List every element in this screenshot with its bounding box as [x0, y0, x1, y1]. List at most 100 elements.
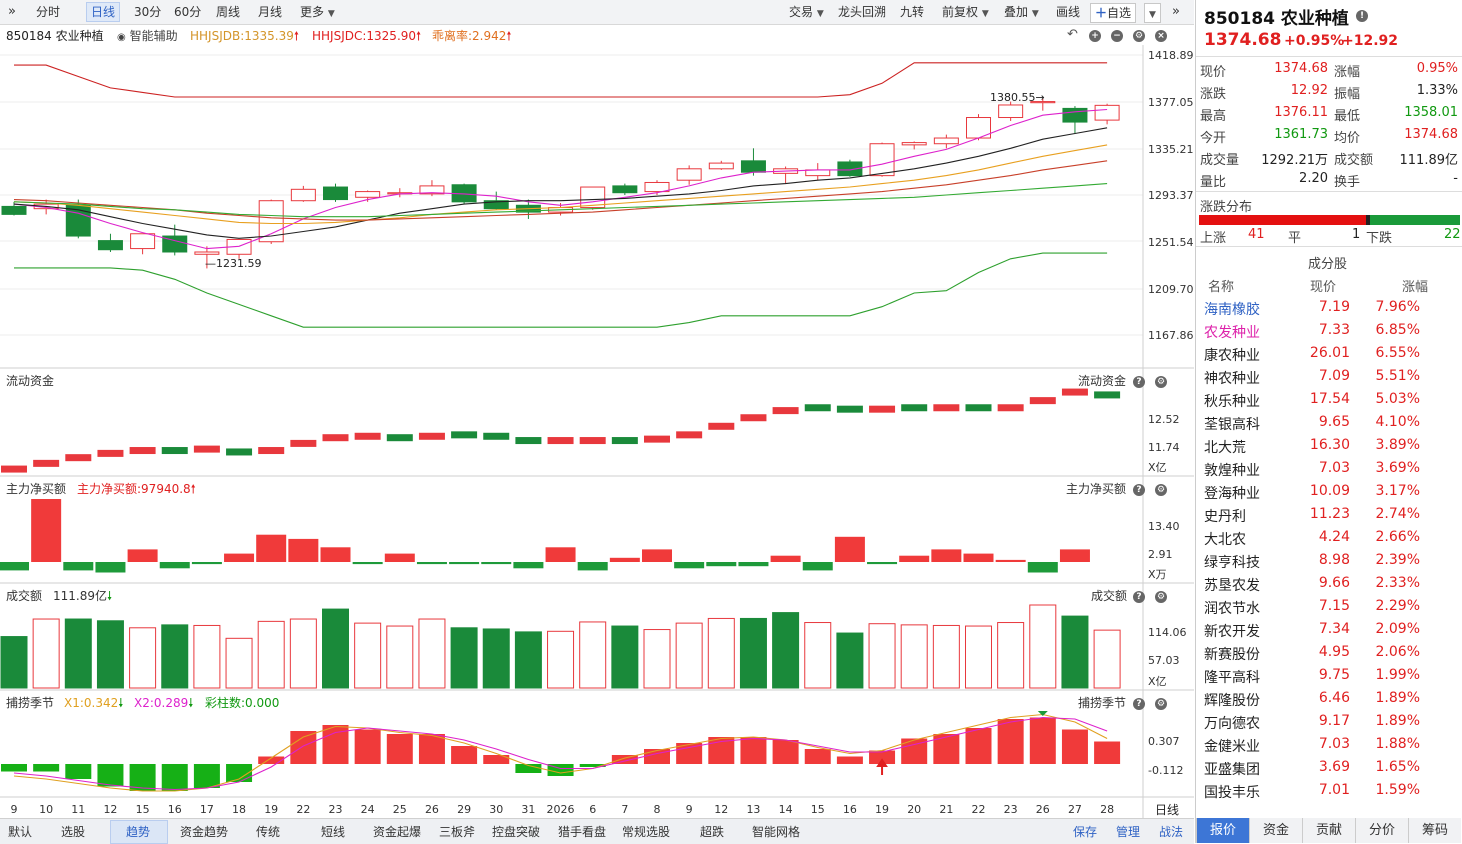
- strategy-button[interactable]: 战法: [1159, 825, 1184, 839]
- flow-bar: [740, 414, 767, 422]
- tab-fund-burst[interactable]: 资金起爆: [373, 825, 422, 839]
- date-label: 22: [296, 803, 311, 816]
- info-icon[interactable]: !: [1356, 7, 1368, 22]
- indicator-info-bar: 850184 农业种植 ◉ 智能辅助 HHJSJDB:1335.39🠕 HHJS…: [0, 25, 1194, 45]
- expand-icon[interactable]: »: [1172, 4, 1180, 19]
- tab-default[interactable]: 默认: [8, 825, 33, 839]
- tab-short-term[interactable]: 短线: [321, 825, 346, 839]
- net-bar: [224, 553, 255, 562]
- volume-bar: [997, 622, 1025, 689]
- list-item[interactable]: 金健米业 7.03 1.88%: [1196, 735, 1462, 757]
- period-60min[interactable]: 60分: [174, 5, 202, 19]
- list-item[interactable]: 海南橡胶 7.19 7.96%: [1196, 298, 1462, 320]
- zoom-out-icon[interactable]: −: [1111, 27, 1123, 42]
- list-item[interactable]: 登海种业 10.09 3.17%: [1196, 482, 1462, 504]
- stock-price: 17.54: [1309, 391, 1350, 407]
- list-item[interactable]: 新农开发 7.34 2.09%: [1196, 620, 1462, 642]
- tab-smart-grid[interactable]: 智能网格: [752, 825, 801, 839]
- tab-fund-trend[interactable]: 资金趋势: [180, 825, 229, 839]
- period-minute[interactable]: 分时: [36, 5, 61, 19]
- kline-chart[interactable]: [0, 45, 1194, 818]
- settings-icon[interactable]: ⚙: [1155, 484, 1167, 496]
- refresh-icon[interactable]: ↶: [1067, 27, 1078, 42]
- list-item[interactable]: 史丹利 11.23 2.74%: [1196, 505, 1462, 527]
- tab-control-breakout[interactable]: 控盘突破: [492, 825, 541, 839]
- list-item[interactable]: 润农节水 7.15 2.29%: [1196, 597, 1462, 619]
- series-line: [13, 127, 1108, 239]
- period-daily[interactable]: 日线: [86, 2, 121, 22]
- add-watchlist-button[interactable]: ＋自选: [1090, 3, 1137, 23]
- flow-bar: [547, 437, 574, 445]
- list-item[interactable]: 新赛股份 4.95 2.06%: [1196, 643, 1462, 665]
- trade-menu[interactable]: 交易 ▼: [785, 3, 828, 21]
- tab-hunter-view[interactable]: 猎手看盘: [558, 825, 607, 839]
- period-30min[interactable]: 30分: [134, 5, 162, 19]
- list-item[interactable]: 敦煌种业 7.03 3.69%: [1196, 459, 1462, 481]
- nine-turn-button[interactable]: 九转: [900, 5, 925, 19]
- list-item[interactable]: 农发种业 7.33 6.85%: [1196, 321, 1462, 343]
- period-more[interactable]: 更多 ▼: [296, 3, 339, 21]
- flow-bar: [869, 405, 896, 413]
- quote-tab[interactable]: 贡献: [1302, 818, 1355, 843]
- volume-value: 111.89亿🠗: [53, 587, 112, 608]
- help-icon[interactable]: ?: [1133, 588, 1145, 603]
- list-item[interactable]: 辉隆股份 6.46 1.89%: [1196, 689, 1462, 711]
- up-count: 41: [1248, 227, 1265, 242]
- overlay-menu[interactable]: 叠加 ▼: [1000, 3, 1043, 21]
- manage-button[interactable]: 管理: [1116, 825, 1141, 839]
- save-button[interactable]: 保存: [1073, 825, 1098, 839]
- draw-line-button[interactable]: 画线: [1056, 5, 1081, 19]
- season-bar: [515, 764, 542, 773]
- net-tick: 2.91: [1148, 548, 1173, 561]
- flow-bar: [354, 432, 381, 440]
- help-icon[interactable]: ?: [1133, 373, 1145, 388]
- list-item[interactable]: 秋乐种业 17.54 5.03%: [1196, 390, 1462, 412]
- list-item[interactable]: 康农种业 26.01 6.55%: [1196, 344, 1462, 366]
- list-item[interactable]: 神农种业 7.09 5.51%: [1196, 367, 1462, 389]
- help-icon[interactable]: ?: [1133, 695, 1145, 710]
- list-item[interactable]: 国投丰乐 7.01 1.59%: [1196, 781, 1462, 803]
- help-icon[interactable]: ?: [1133, 481, 1145, 496]
- season-bar: [451, 746, 478, 764]
- quote-value: 1358.01: [1404, 105, 1458, 120]
- list-item[interactable]: 北大荒 16.30 3.89%: [1196, 436, 1462, 458]
- stock-name: 史丹利: [1204, 509, 1246, 525]
- smart-assist-toggle[interactable]: ◉ 智能辅助: [117, 27, 178, 44]
- tab-trend[interactable]: 趋势: [126, 825, 151, 839]
- tab-traditional[interactable]: 传统: [256, 825, 281, 839]
- watchlist-dropdown[interactable]: ▼: [1144, 3, 1161, 23]
- list-item[interactable]: 隆平高科 9.75 1.99%: [1196, 666, 1462, 688]
- settings-icon[interactable]: ⚙: [1155, 591, 1167, 603]
- list-item[interactable]: 亚盛集团 3.69 1.65%: [1196, 758, 1462, 780]
- settings-icon[interactable]: ⚙: [1155, 376, 1167, 388]
- x2-line: [13, 716, 1108, 791]
- close-icon[interactable]: ×: [1155, 27, 1167, 42]
- list-item[interactable]: 荃银高科 9.65 4.10%: [1196, 413, 1462, 435]
- flow-tick: 12.52: [1148, 413, 1180, 426]
- zoom-in-icon[interactable]: +: [1089, 27, 1101, 42]
- stock-name: 康农种业: [1204, 348, 1260, 364]
- settings-icon[interactable]: ⚙: [1155, 698, 1167, 710]
- quote-label: 涨跌: [1200, 87, 1227, 102]
- collapse-icon[interactable]: »: [8, 4, 16, 19]
- quote-tab[interactable]: 报价: [1196, 818, 1249, 843]
- tab-stock-picking[interactable]: 选股: [61, 825, 86, 839]
- period-weekly[interactable]: 周线: [216, 5, 241, 19]
- date-label: 2026: [546, 803, 575, 816]
- quote-tab[interactable]: 资金: [1249, 818, 1302, 843]
- tab-oversold[interactable]: 超跌: [700, 825, 725, 839]
- list-item[interactable]: 苏垦农发 9.66 2.33%: [1196, 574, 1462, 596]
- period-monthly[interactable]: 月线: [258, 5, 283, 19]
- tab-three-axes[interactable]: 三板斧: [439, 825, 476, 839]
- list-item[interactable]: 大北农 4.24 2.66%: [1196, 528, 1462, 550]
- volume-bar: [225, 637, 253, 689]
- quote-tab[interactable]: 筹码: [1408, 818, 1461, 843]
- tab-regular-picking[interactable]: 常规选股: [622, 825, 671, 839]
- quote-tab[interactable]: 分价: [1355, 818, 1408, 843]
- list-item[interactable]: 绿亨科技 8.98 2.39%: [1196, 551, 1462, 573]
- list-item[interactable]: 万向德农 9.17 1.89%: [1196, 712, 1462, 734]
- volume-bar: [611, 625, 639, 689]
- adjust-menu[interactable]: 前复权 ▼: [938, 3, 993, 21]
- leader-review-button[interactable]: 龙头回溯: [838, 5, 887, 19]
- settings-icon[interactable]: ⚙: [1133, 30, 1145, 42]
